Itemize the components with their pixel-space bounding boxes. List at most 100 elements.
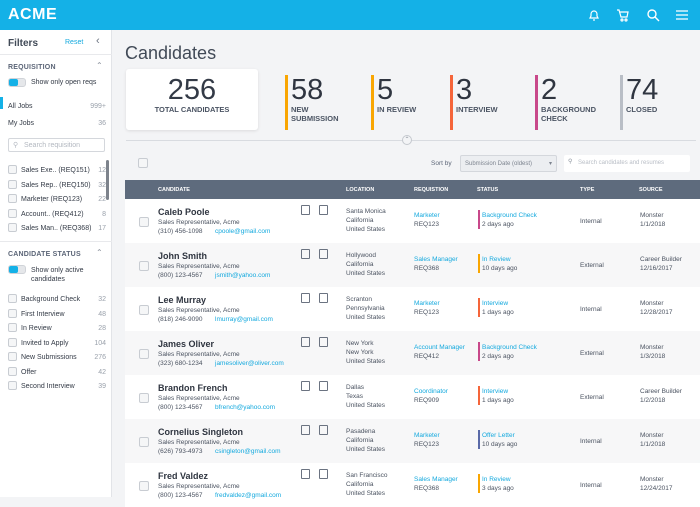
status-item[interactable]: In Review 28 [0, 323, 112, 337]
table-row[interactable]: Fred Valdez Sales Representative, Acme (… [125, 463, 700, 507]
candidate-email[interactable]: fredvaldez@gmail.com [215, 492, 282, 499]
stat-card[interactable]: 5 IN REVIEW [371, 75, 416, 130]
pdf-icon[interactable] [319, 381, 328, 391]
pdf-icon[interactable] [319, 469, 328, 479]
profile-icon[interactable] [301, 381, 310, 391]
menu-icon[interactable] [675, 8, 689, 22]
table-row[interactable]: Lee Murray Sales Representative, Acme (8… [125, 287, 700, 331]
candidate-name[interactable]: Cornelius Singleton [158, 427, 244, 437]
pdf-icon[interactable] [319, 205, 328, 215]
candidate-email[interactable]: cpoole@gmail.com [215, 228, 271, 235]
sort-select[interactable]: Submission Date (oldest) ▾ [460, 155, 557, 172]
profile-icon[interactable] [301, 293, 310, 303]
profile-icon[interactable] [301, 425, 310, 435]
requisition-link[interactable]: Coordinator [414, 388, 448, 395]
table-row[interactable]: James Oliver Sales Representative, Acme … [125, 331, 700, 375]
checkbox[interactable] [8, 294, 17, 303]
job-item-all[interactable]: All Jobs 999+ [8, 103, 112, 110]
requisition-item[interactable]: Sales Rep.. (REQ150) 32 [0, 179, 112, 194]
table-row[interactable]: John Smith Sales Representative, Acme (8… [125, 243, 700, 287]
stat-card[interactable]: 58 NEW SUBMISSION [285, 75, 339, 130]
stat-card[interactable]: 2 BACKGROUND CHECK [535, 75, 596, 130]
status-item[interactable]: Invited to Apply 104 [0, 337, 112, 352]
status-link[interactable]: In Review [482, 476, 511, 483]
col-source[interactable]: SOURCE [639, 187, 663, 193]
checkbox[interactable] [8, 381, 17, 390]
stat-card[interactable]: 74 CLOSED [620, 75, 658, 130]
col-location[interactable]: LOCATION [346, 187, 375, 193]
status-item[interactable]: First Interview 48 [0, 308, 112, 323]
status-item[interactable]: New Submissions 276 [0, 352, 112, 366]
row-checkbox[interactable] [139, 393, 149, 403]
pdf-icon[interactable] [319, 293, 328, 303]
col-status[interactable]: STATUS [477, 187, 499, 193]
row-checkbox[interactable] [139, 349, 149, 359]
checkbox[interactable] [8, 366, 17, 376]
stat-card[interactable]: 3 INTERVIEW [450, 75, 498, 130]
candidate-name[interactable]: Caleb Poole [158, 207, 210, 217]
row-checkbox[interactable] [139, 437, 149, 447]
candidate-name[interactable]: James Oliver [158, 339, 215, 349]
table-row[interactable]: Cornelius Singleton Sales Representative… [125, 419, 700, 463]
collapse-stats-button[interactable]: ⌃ [402, 135, 412, 145]
candidate-email[interactable]: lmurray@gmail.com [215, 316, 273, 323]
status-link[interactable]: Interview [482, 388, 509, 395]
table-row[interactable]: Caleb Poole Sales Representative, Acme (… [125, 199, 700, 243]
scrollbar[interactable] [106, 160, 109, 200]
chevron-up-icon[interactable]: ⌃ [96, 248, 103, 257]
requisition-link[interactable]: Marketer [414, 300, 440, 307]
open-reqs-toggle[interactable] [8, 78, 26, 87]
checkbox[interactable] [8, 208, 17, 218]
status-item[interactable]: Background Check 32 [0, 294, 112, 308]
candidate-email[interactable]: jamesoliver@oliver.com [215, 360, 284, 367]
status-link[interactable]: Interview [482, 300, 509, 307]
row-checkbox[interactable] [139, 261, 149, 271]
requisition-item[interactable]: Sales Exe.. (REQ151) 12 [0, 165, 112, 179]
checkbox[interactable] [8, 352, 17, 361]
search-icon[interactable] [646, 8, 660, 22]
chevron-up-icon[interactable]: ⌃ [96, 61, 103, 70]
row-checkbox[interactable] [139, 217, 149, 227]
candidate-name[interactable]: Fred Valdez [158, 471, 209, 481]
profile-icon[interactable] [301, 469, 310, 479]
profile-icon[interactable] [301, 337, 310, 347]
status-link[interactable]: Background Check [482, 212, 537, 219]
row-checkbox[interactable] [139, 305, 149, 315]
cart-icon[interactable] [616, 8, 630, 22]
candidate-name[interactable]: Lee Murray [158, 295, 207, 305]
candidate-search-input[interactable]: Search candidates and resumes ⚲ [564, 155, 690, 172]
col-candidate[interactable]: CANDIDATE [158, 187, 190, 193]
candidate-name[interactable]: John Smith [158, 251, 207, 261]
candidate-email[interactable]: bfrench@yahoo.com [215, 404, 276, 411]
checkbox[interactable] [8, 337, 17, 347]
requisition-search-input[interactable]: Search requisition ⚲ [8, 138, 105, 152]
requisition-item[interactable]: Marketer (REQ123) 22 [0, 194, 112, 208]
status-link[interactable]: Offer Letter [482, 432, 515, 439]
col-requisition[interactable]: REQUISTION [414, 187, 449, 193]
checkbox[interactable] [8, 308, 17, 318]
table-row[interactable]: Brandon French Sales Representative, Acm… [125, 375, 700, 419]
requisition-link[interactable]: Sales Manager [414, 476, 458, 483]
requisition-link[interactable]: Marketer [414, 212, 440, 219]
requisition-link[interactable]: Account Manager [414, 344, 465, 351]
checkbox[interactable] [8, 223, 17, 232]
row-checkbox[interactable] [139, 481, 149, 491]
bell-icon[interactable] [587, 8, 601, 22]
candidate-name[interactable]: Brandon French [158, 383, 228, 393]
status-link[interactable]: In Review [482, 256, 511, 263]
requisition-link[interactable]: Marketer [414, 432, 440, 439]
active-candidates-toggle[interactable] [8, 265, 26, 274]
pdf-icon[interactable] [319, 425, 328, 435]
total-candidates-card[interactable]: 256 TOTAL CANDIDATES [126, 69, 258, 130]
pdf-icon[interactable] [319, 337, 328, 347]
select-all-checkbox[interactable] [138, 158, 148, 168]
profile-icon[interactable] [301, 249, 310, 259]
col-type[interactable]: TYPE [580, 187, 595, 193]
requisition-link[interactable]: Sales Manager [414, 256, 458, 263]
status-item[interactable]: Offer 42 [0, 366, 112, 381]
status-link[interactable]: Background Check [482, 344, 537, 351]
requisition-item[interactable]: Account.. (REQ412) 8 [0, 208, 112, 223]
reset-link[interactable]: Reset [65, 39, 84, 46]
candidate-email[interactable]: jsmith@yahoo.com [215, 272, 271, 279]
pdf-icon[interactable] [319, 249, 328, 259]
